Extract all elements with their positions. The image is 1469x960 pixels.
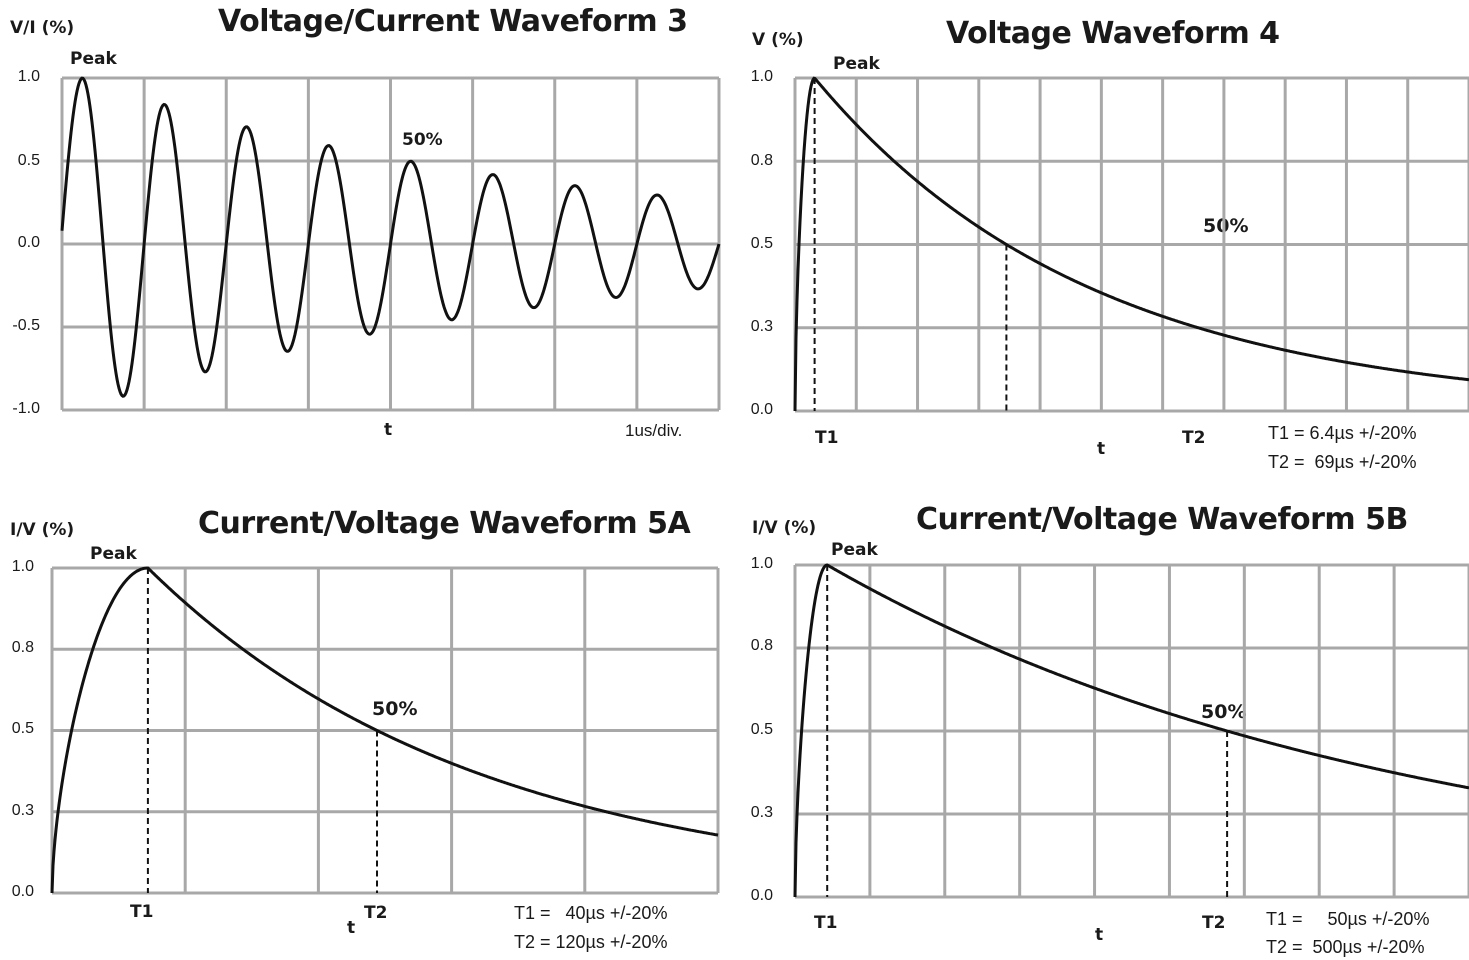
y-tick-label: 0.5: [17, 152, 40, 169]
peak-label: Peak: [833, 54, 880, 74]
peak-label: Peak: [90, 544, 137, 564]
t2-spec-note: T2 = 500µs +/-20%: [1266, 937, 1425, 957]
t1-label: T1: [814, 913, 838, 933]
t2-label: T2: [1182, 428, 1206, 448]
y-tick-label: 0.8: [11, 639, 34, 656]
waveform-line: [793, 76, 1469, 412]
t1-label: T1: [815, 428, 839, 448]
y-tick-label: 1.0: [750, 555, 773, 572]
y-tick-label: 1.0: [11, 558, 34, 575]
x-axis-label: t: [347, 918, 356, 938]
chart-title: Current/Voltage Waveform 5A: [198, 506, 691, 541]
y-tick-label: 0.3: [750, 318, 773, 335]
waveform-line: [50, 566, 719, 894]
t2-label: T2: [364, 903, 388, 923]
t1-spec-note: T1 = 6.4µs +/-20%: [1268, 423, 1417, 443]
y-axis-label: I/V (%): [752, 518, 817, 538]
chart-title: Voltage Waveform 4: [946, 16, 1280, 51]
t2-label: T2: [1202, 913, 1226, 933]
y-axis-label: I/V (%): [10, 520, 75, 540]
t2-spec-note: T2 = 69µs +/-20%: [1268, 452, 1417, 472]
y-tick-label: 0.3: [11, 802, 34, 819]
y-tick-label: 0.8: [750, 637, 773, 654]
y-tick-label: 0.0: [11, 883, 34, 900]
y-tick-label: 0.5: [750, 721, 773, 738]
half-value-label: 50%: [372, 698, 418, 720]
x-scale-label: 1us/div.: [625, 421, 683, 440]
half-value-label: 50%: [1201, 701, 1247, 723]
t1-spec-note: T1 = 40µs +/-20%: [514, 903, 668, 923]
peak-label: Peak: [831, 540, 878, 560]
y-axis-label: V/I (%): [10, 18, 75, 38]
t1-label: T1: [130, 902, 154, 922]
t1-spec-note: T1 = 50µs +/-20%: [1266, 909, 1430, 929]
t2-spec-note: T2 = 120µs +/-20%: [514, 932, 668, 952]
peak-label: Peak: [70, 49, 117, 69]
y-tick-label: 0.0: [17, 234, 40, 251]
y-tick-label: 0.3: [750, 804, 773, 821]
y-tick-label: 0.0: [750, 887, 773, 904]
y-tick-label: 1.0: [750, 68, 773, 85]
y-tick-label: 0.8: [750, 152, 773, 169]
y-tick-label: 1.0: [17, 68, 40, 85]
chart-title: Voltage/Current Waveform 3: [218, 4, 688, 39]
x-axis-label: t: [384, 420, 393, 440]
y-tick-label: 0.0: [750, 401, 773, 418]
y-tick-label: -0.5: [12, 317, 40, 334]
half-value-label: 50%: [1203, 215, 1249, 237]
x-axis-label: t: [1095, 925, 1104, 945]
y-tick-label: -1.0: [12, 400, 40, 417]
y-tick-label: 0.5: [11, 720, 34, 737]
y-axis-label: V (%): [752, 30, 804, 50]
y-tick-label: 0.5: [750, 235, 773, 252]
chart-title: Current/Voltage Waveform 5B: [916, 502, 1408, 537]
waveform-line: [60, 76, 721, 398]
waveform-line: [793, 563, 1469, 898]
x-axis-label: t: [1097, 439, 1106, 459]
half-value-label: 50%: [402, 130, 443, 150]
